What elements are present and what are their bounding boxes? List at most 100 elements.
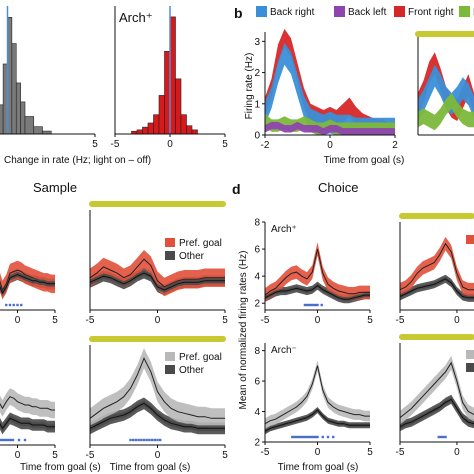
hist-left-bar: [24, 116, 35, 135]
panel-letter-d: d: [232, 181, 241, 197]
choice-bottom-right-other-core-line: [399, 398, 474, 428]
hist-left-xtick-label: 5: [92, 139, 98, 150]
choice-bottom-left-ytick-label: 2: [254, 438, 260, 449]
sample-top-right-legend-label: Pref. goal: [179, 238, 222, 249]
sample-bottom-right-pref-band: [90, 348, 225, 429]
sample-bottom-left-sig-dot: [0, 438, 3, 442]
section-title-choice: Choice: [318, 180, 358, 195]
choice-top-left-ytick-label: 6: [254, 245, 260, 256]
sample-xlabel-left: Time from goal (s): [20, 462, 101, 473]
hist-right-bar: [180, 114, 187, 135]
choice-top-left-sig-dot: [312, 303, 315, 307]
choice-bottom-right-pref-band: [400, 355, 474, 425]
hist-right-bar: [142, 126, 149, 135]
panel-b-ylabel: Firing rate (Hz): [244, 53, 255, 120]
choice-bottom-right-legend-swatch-other: [466, 363, 474, 372]
sample-bottom-right-sig-dot: [137, 438, 140, 442]
sample-bottom-right-sig-dot: [145, 438, 148, 442]
sample-top-right-pref-line: [89, 258, 225, 288]
sample-bottom-right-sig-dot: [140, 438, 143, 442]
sample-bottom-right-sig-dot: [153, 438, 156, 442]
choice-top-left-sig-dot: [310, 303, 313, 307]
sample-bottom-right-xtick-label: -5: [86, 450, 95, 461]
hist-right-bar: [164, 51, 171, 135]
choice-bottom-right-sig-dot: [444, 435, 447, 439]
panel-b-ytick-label: 3: [254, 37, 260, 48]
sample-bottom-left-sig-dot: [11, 438, 15, 442]
hist-left-bar: [20, 101, 26, 135]
choice-top-right-pref-band: [400, 236, 474, 297]
choice-bottom-left-sig-dot: [314, 435, 317, 439]
sample-bottom-left-xtick-label: 0: [15, 450, 21, 461]
sample-bottom-right-other-core-line: [89, 402, 225, 429]
sample-top-right-other-core-line: [89, 272, 225, 291]
choice-top-left-other-core-line: [264, 284, 370, 300]
choice-top-left-sig-dot: [320, 303, 323, 307]
sample-bottom-left-sig-dot: [5, 438, 8, 442]
choice-top-left-xtick-label: -5: [261, 315, 270, 326]
sample-top-right-xtick-label: 5: [222, 315, 228, 326]
sample-bottom-left-sig-dot: [23, 438, 27, 442]
panel-b-legend-swatch: [394, 6, 405, 17]
choice-bottom-right-legend-swatch: [466, 350, 474, 359]
choice-bottom-right-other-band: [400, 394, 474, 432]
sample-bottom-right-legend-label: Pref. goal: [179, 352, 222, 363]
choice-bottom-left-other-band: [265, 407, 370, 435]
sample-top-right-legend-swatch: [165, 251, 175, 260]
choice-bottom-left-series-label: Arch⁻: [271, 345, 297, 356]
choice-top-left-pref-line: [264, 248, 370, 296]
sample-bottom-left-sig-dot: [17, 438, 21, 442]
choice-top-right-other-core-line: [399, 278, 474, 299]
choice-bottom-right-xtick-label: -5: [396, 447, 405, 458]
choice-top-left-ytick-label: 4: [254, 272, 260, 283]
hist-right-bar: [153, 114, 160, 135]
choice-top-left-xtick-label: 0: [315, 315, 321, 326]
sample-bottom-left-pref-line: [0, 396, 55, 411]
choice-top-left-sig-dot: [314, 303, 317, 307]
sample-bottom-right-xtick-label: 5: [222, 450, 228, 461]
panel-b-right-area: [418, 64, 474, 121]
hist-right-bar: [175, 78, 182, 135]
sample-bottom-left-sig-dot: [2, 438, 6, 442]
choice-top-left-ytick-label: 8: [254, 218, 260, 229]
choice-bottom-left-sig-dot: [303, 435, 307, 439]
choice-top-left-ytick-label: 2: [254, 299, 260, 310]
sample-bottom-left-sig-dot: [0, 438, 1, 442]
panel-b-xtick-label: 0: [327, 140, 333, 151]
hist-right-bar: [169, 16, 176, 135]
sample-bottom-right-legend-label: Other: [179, 365, 205, 376]
choice-bottom-left-sig-dot: [312, 435, 315, 439]
choice-bottom-right-sig-dot: [437, 435, 440, 439]
sample-bottom-left-sig-dot: [7, 438, 10, 442]
hist-right-bar: [191, 129, 198, 135]
sample-top-right-legend-label: Other: [179, 251, 205, 262]
choice-bottom-right-sig-dot: [439, 435, 443, 439]
hist-left-xlabel: Change in rate (Hz; light on – off): [4, 155, 151, 166]
choice-bottom-left-sig-dot: [291, 435, 294, 439]
sample-bottom-right-pref-line: [89, 357, 225, 419]
hist-right-bar: [186, 125, 193, 135]
sample-top-right-xtick-label: 0: [155, 315, 161, 326]
sample-top-right-other-core-band: [90, 270, 225, 293]
choice-bottom-right-sig-dot: [442, 435, 445, 439]
choice-bottom-left-sig-dot: [307, 435, 311, 439]
choice-bottom-left-ytick-label: 6: [254, 377, 260, 388]
choice-bottom-right-pref-line: [399, 361, 474, 418]
choice-bottom-right-other-core-band: [400, 397, 474, 430]
choice-top-right-xtick-label: 0: [454, 315, 460, 326]
sample-bottom-right-legend-swatch: [165, 352, 175, 361]
panel-b-xtick-label: 2: [392, 140, 398, 151]
chart-layer: 5 Change in rate (Hz; light on – off) -5 0 5…: [0, 6, 474, 473]
choice-bottom-left-xtick-label: 5: [367, 447, 373, 458]
sample-top-left-xtick-label: 0: [15, 315, 21, 326]
hist-left-bar: [11, 43, 17, 135]
choice-bottom-left-pref-line: [264, 365, 370, 425]
panel-b-right-area: [418, 92, 474, 131]
panel-b-legend-label: Back left: [348, 7, 387, 18]
sample-top-left-xtick-label: 5: [52, 315, 58, 326]
sample-top-left-sig-dot: [8, 303, 12, 307]
choice-top-right-xtick-label: -5: [396, 315, 405, 326]
choice-bottom-left-xtick-label: 0: [315, 447, 321, 458]
choice-top-right-pref-line: [399, 242, 474, 291]
